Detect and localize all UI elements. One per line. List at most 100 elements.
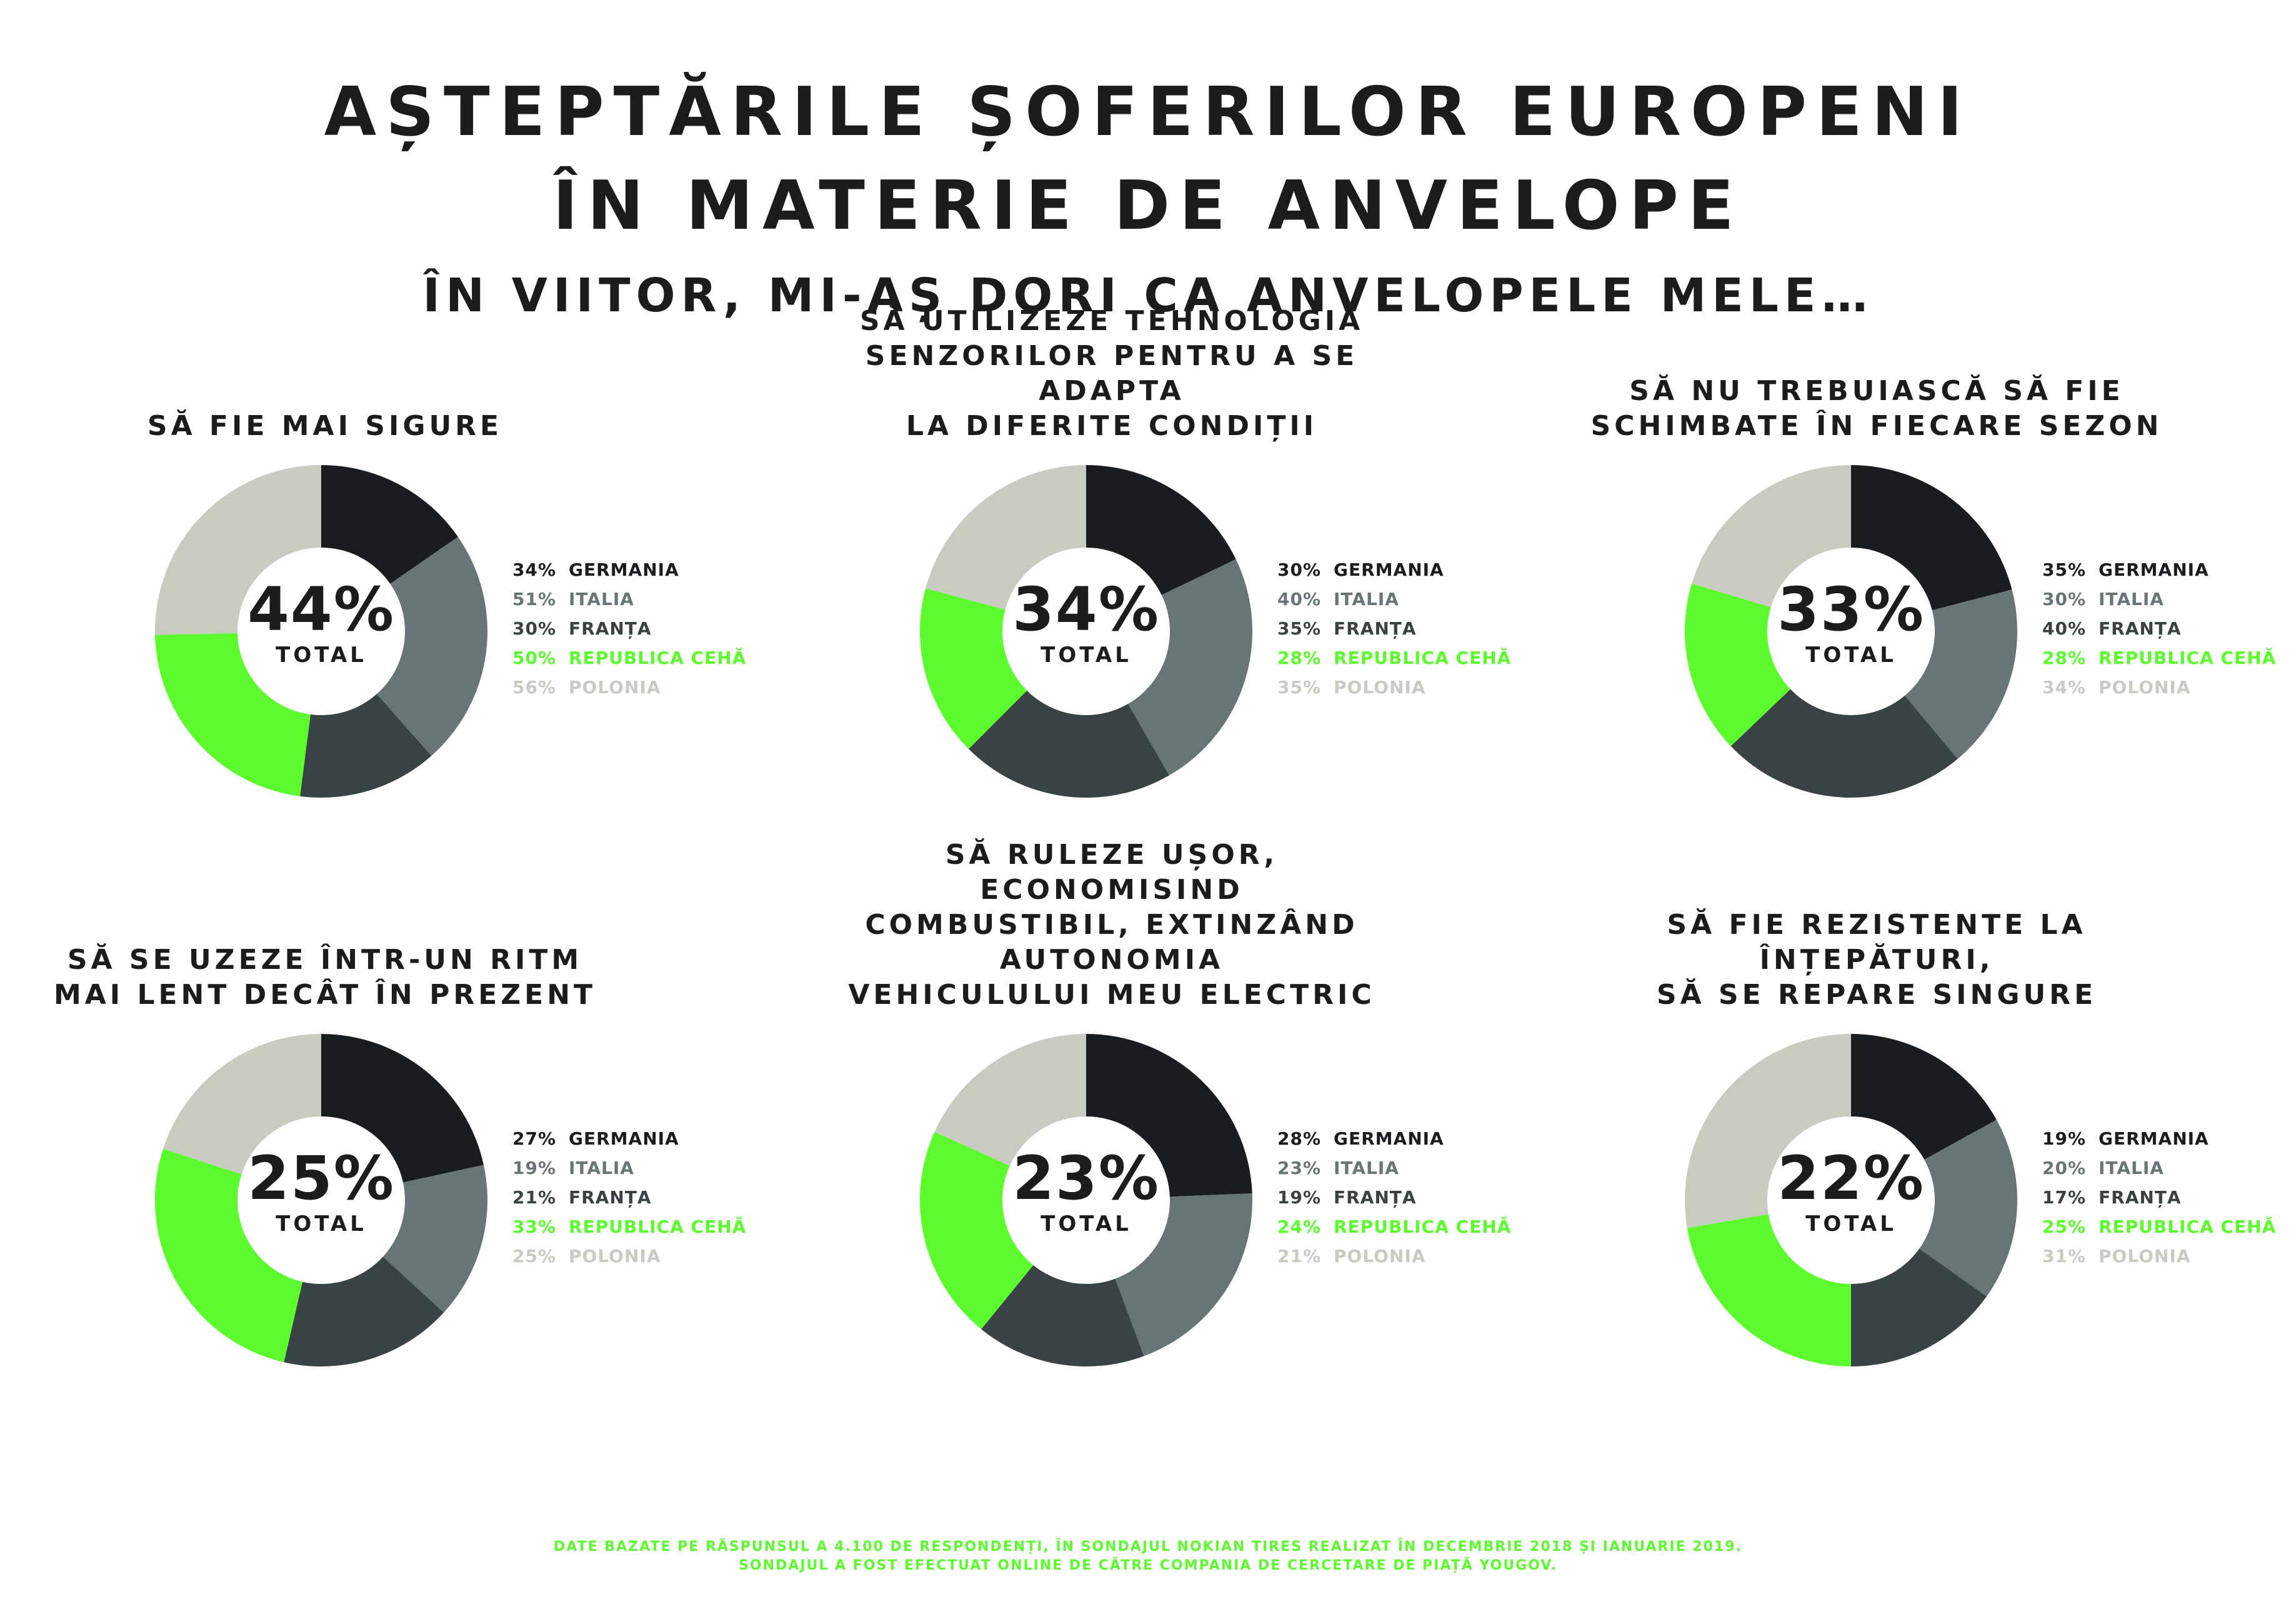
legend-value: 30% xyxy=(2042,589,2087,609)
legend-item: 27% GERMANIA xyxy=(512,1124,762,1153)
legend-item: 19% GERMANIA xyxy=(2042,1124,2292,1153)
legend-value: 25% xyxy=(2042,1216,2087,1237)
legend-value: 28% xyxy=(1277,1128,1322,1149)
donut-slice-polonia xyxy=(1692,465,1851,608)
donut-slice-republica-cehă xyxy=(920,588,1027,749)
footer-line-1: DATE BAZATE PE RĂSPUNSUL A 4.100 DE RESP… xyxy=(554,1539,1742,1555)
chart-title-line: MAI LENT DECÂT ÎN PREZENT xyxy=(53,979,597,1011)
chart-title-line: VEHICULULUI MEU ELECTRIC xyxy=(848,979,1375,1011)
legend-country: REPUBLICA CEHĂ xyxy=(569,1216,747,1237)
chart-title-line: SCHIMBATE ÎN FIECARE SEZON xyxy=(1590,410,2163,442)
legend-country: ITALIA xyxy=(569,1158,634,1178)
donut-slice-polonia xyxy=(155,465,321,635)
donut-total-value: 23% xyxy=(1012,1143,1160,1213)
donut-total-value: 34% xyxy=(1012,574,1160,644)
legend-item: 25% POLONIA xyxy=(512,1241,762,1271)
chart-panel: SĂ NU TREBUIASCĂ SĂ FIE SCHIMBATE ÎN FIEC… xyxy=(1530,300,2295,894)
legend-country: GERMANIA xyxy=(1334,559,1444,580)
legend-item: 35% POLONIA xyxy=(1277,673,1527,702)
legend-country: ITALIA xyxy=(569,589,634,609)
page-title-line-1: AȘTEPTĂRILE ȘOFERILOR EUROPENI xyxy=(324,73,1972,151)
legend-item: 35% FRANȚA xyxy=(1277,614,1527,643)
legend-country: POLONIA xyxy=(2099,677,2191,698)
legend-value: 40% xyxy=(2042,618,2087,639)
donut-chart xyxy=(1685,465,2017,798)
legend-item: 56% POLONIA xyxy=(512,673,762,702)
legend-item: 23% ITALIA xyxy=(1277,1153,1527,1183)
legend-item: 33% REPUBLICA CEHĂ xyxy=(512,1212,762,1241)
page-subtitle: ÎN VIITOR, MI-AȘ DORI CA ANVELOPELE MELE… xyxy=(422,269,1874,323)
legend-item: 40% FRANȚA xyxy=(2042,614,2292,643)
donut-total-label: TOTAL xyxy=(1805,643,1897,668)
legend-country: GERMANIA xyxy=(1334,1128,1444,1149)
legend-value: 35% xyxy=(1277,618,1322,639)
donut-chart xyxy=(920,1034,1252,1366)
legend-item: 35% GERMANIA xyxy=(2042,555,2292,584)
chart-title: SĂ NU TREBUIASCĂ SĂ FIE SCHIMBATE ÎN FIEC… xyxy=(1580,374,2174,444)
legend-country: FRANȚA xyxy=(2099,1187,2182,1208)
page-title: AȘTEPTĂRILE ȘOFERILOR EUROPENI ÎN MATERI… xyxy=(0,66,2296,253)
legend-item: 30% FRANȚA xyxy=(512,614,762,643)
donut-slice-polonia xyxy=(934,1034,1086,1166)
donut-slice-germania xyxy=(1086,1034,1252,1197)
legend-country: POLONIA xyxy=(2099,1246,2191,1266)
chart-title-line: SĂ RULEZE UȘOR, ECONOMISIND xyxy=(945,839,1279,906)
chart-title-line: SĂ UTILIZEZE TEHNOLOGIA xyxy=(859,305,1364,337)
donut-slice-germania xyxy=(1851,465,2012,611)
chart-title: SĂ UTILIZEZE TEHNOLOGIA SENZORILOR PENTRU… xyxy=(815,304,1409,444)
donut-chart xyxy=(155,1034,488,1366)
legend-country: GERMANIA xyxy=(569,1128,679,1149)
legend-country: REPUBLICA CEHĂ xyxy=(1334,1216,1512,1237)
legend-country: FRANȚA xyxy=(1334,1187,1417,1208)
donut-total-value: 44% xyxy=(247,574,395,644)
legend-country: FRANȚA xyxy=(2099,618,2182,639)
legend-item: 21% POLONIA xyxy=(1277,1241,1527,1271)
donut-total-value: 22% xyxy=(1777,1143,1925,1213)
legend-item: 28% REPUBLICA CEHĂ xyxy=(1277,643,1527,673)
chart-legend: 19% GERMANIA 20% ITALIA 17% FRANȚA 25% REPUBLIC… xyxy=(2042,1124,2292,1271)
donut-total-value: 25% xyxy=(247,1143,395,1213)
legend-country: POLONIA xyxy=(569,1246,661,1266)
donut-slice-italia xyxy=(382,1165,488,1313)
page-title-line-2: ÎN MATERIE DE ANVELOPE xyxy=(552,167,1744,245)
chart-title: SĂ RULEZE UȘOR, ECONOMISIND COMBUSTIBIL, … xyxy=(815,838,1409,1013)
legend-country: GERMANIA xyxy=(2099,559,2209,580)
donut-slice-republica-cehă xyxy=(1685,583,1791,746)
legend-value: 56% xyxy=(512,677,557,698)
legend-value: 28% xyxy=(2042,648,2087,668)
chart-title-line: SĂ NU TREBUIASCĂ SĂ FIE xyxy=(1629,375,2124,407)
legend-value: 24% xyxy=(1277,1216,1322,1237)
legend-value: 17% xyxy=(2042,1187,2087,1208)
chart-title: SĂ FIE REZISTENTE LA ÎNȚEPĂTURI, SĂ SE RE… xyxy=(1580,908,2174,1013)
donut-slice-republica-cehă xyxy=(1687,1214,1851,1366)
chart-title-line: SĂ FIE REZISTENTE LA ÎNȚEPĂTURI, xyxy=(1667,909,2087,976)
donut-slice-italia xyxy=(376,536,488,756)
legend-item: 28% REPUBLICA CEHĂ xyxy=(2042,643,2292,673)
legend-country: POLONIA xyxy=(1334,1246,1426,1266)
chart-panel: SĂ SE UZEZE ÎNTR-UN RITM MAI LENT DECÂT Î… xyxy=(0,869,765,1463)
donut-total-label: TOTAL xyxy=(1805,1211,1897,1236)
donut-slice-polonia xyxy=(926,465,1086,610)
legend-country: FRANȚA xyxy=(569,1187,652,1208)
donut-slice-franța xyxy=(300,694,432,798)
legend-item: 40% ITALIA xyxy=(1277,584,1527,614)
donut-slice-republica-cehă xyxy=(155,633,311,796)
legend-item: 24% REPUBLICA CEHĂ xyxy=(1277,1212,1527,1241)
donut-slice-italia xyxy=(1904,589,2017,759)
footer-line-2: SONDAJUL A FOST EFECTUAT ONLINE DE CĂTRE… xyxy=(739,1558,1557,1573)
legend-country: ITALIA xyxy=(1334,1158,1399,1178)
legend-item: 19% ITALIA xyxy=(512,1153,762,1183)
donut-slice-italia xyxy=(1919,1120,2017,1296)
chart-legend: 34% GERMANIA 51% ITALIA 30% FRANȚA 50% REPUBLIC… xyxy=(512,555,762,702)
legend-value: 34% xyxy=(512,559,557,580)
legend-item: 30% ITALIA xyxy=(2042,584,2292,614)
donut-slice-italia xyxy=(1115,1193,1252,1356)
legend-value: 23% xyxy=(1277,1158,1322,1178)
legend-value: 35% xyxy=(2042,559,2087,580)
donut-slice-polonia xyxy=(1685,1034,1851,1228)
chart-title: SĂ FIE MAI SIGURE xyxy=(0,409,650,444)
legend-country: REPUBLICA CEHĂ xyxy=(2099,1216,2277,1237)
chart-title-line: SĂ SE REPARE SINGURE xyxy=(1656,979,2097,1011)
chart-title: SĂ SE UZEZE ÎNTR-UN RITM MAI LENT DECÂT Î… xyxy=(0,943,650,1013)
legend-item: 30% GERMANIA xyxy=(1277,555,1527,584)
